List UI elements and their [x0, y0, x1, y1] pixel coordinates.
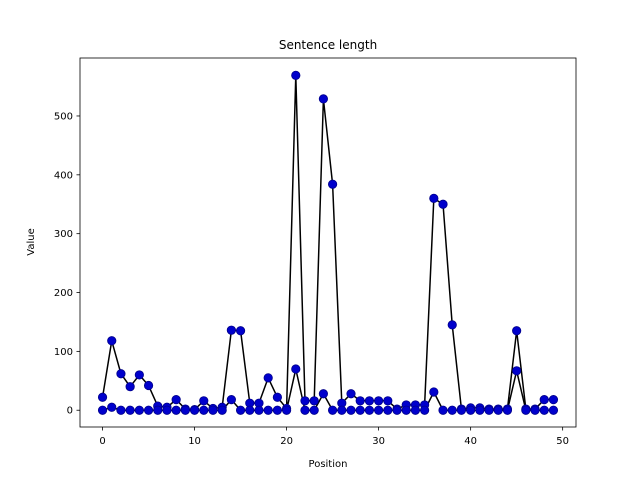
series-1-point: [484, 405, 494, 415]
series-1-point: [355, 405, 365, 415]
series-1-point: [235, 405, 246, 415]
series-0-point: [300, 396, 310, 406]
series-0-point: [97, 392, 108, 402]
series-1-point: [281, 405, 292, 415]
series-1-point: [162, 405, 172, 415]
series-0-point: [346, 389, 356, 399]
series-1-point: [502, 405, 513, 415]
series-0-point: [171, 395, 181, 405]
series-1-point: [245, 405, 255, 415]
series-1-point: [153, 405, 163, 415]
series-0-point: [364, 396, 375, 406]
series-1-point: [346, 405, 356, 415]
series-1-point: [447, 405, 457, 415]
y-tick-label: 200: [54, 288, 73, 299]
series-0-point: [235, 326, 246, 336]
series-0-point: [226, 325, 236, 335]
series-1-point: [208, 405, 218, 415]
series-1-point: [291, 364, 301, 374]
series-1-point: [475, 405, 485, 415]
plot-layer: [97, 70, 559, 415]
series-0-point: [548, 395, 559, 405]
series-1-point: [180, 405, 190, 415]
series-1-point: [97, 405, 108, 415]
series-1-point: [364, 405, 375, 415]
series-0-point: [125, 382, 135, 392]
series-1-point: [548, 405, 559, 415]
plot-frame: [79, 57, 577, 428]
series-1-point: [107, 402, 117, 412]
series-0-point: [107, 336, 117, 346]
y-tick-label: 0: [67, 406, 73, 417]
series-1-point: [300, 405, 310, 415]
y-tick-label: 100: [54, 347, 73, 358]
y-axis: 0 100 200 300 400 500: [54, 111, 80, 417]
series-0-point: [539, 395, 549, 405]
series-0-point: [263, 373, 273, 383]
series-1-point: [410, 405, 421, 415]
x-axis: 0 10 20 30 40 50: [99, 427, 569, 447]
y-tick-label: 400: [54, 170, 73, 181]
series-1-point: [217, 405, 227, 415]
y-tick-label: 500: [54, 111, 73, 122]
series-0-point: [429, 193, 439, 203]
series-0-point: [318, 94, 328, 104]
series-0-point: [291, 70, 301, 80]
series-1-point: [171, 405, 181, 415]
series-0-point: [116, 369, 126, 379]
series-1-point: [429, 387, 439, 397]
series-0-point: [327, 179, 338, 189]
series-1-point: [539, 405, 549, 415]
series-1-point: [401, 405, 411, 415]
series-1-point: [512, 366, 522, 376]
series-0-point: [143, 380, 154, 391]
x-tick-label: 10: [188, 436, 201, 447]
series-0-point: [355, 396, 365, 406]
series-0-point: [309, 396, 319, 406]
series-1-point: [189, 405, 200, 415]
series-1-point: [254, 405, 264, 415]
series-1-point: [143, 405, 154, 415]
series-1-point: [530, 405, 540, 415]
y-axis-label: Value: [26, 228, 37, 255]
series-1-point: [392, 405, 402, 415]
y-tick-label: 300: [54, 229, 73, 240]
x-tick-label: 20: [280, 436, 293, 447]
series-1-point: [521, 405, 531, 415]
series-0-point: [383, 396, 393, 406]
series-0-point: [447, 320, 457, 330]
series-0-point: [374, 396, 384, 406]
series-1-point: [493, 405, 503, 415]
x-tick-label: 50: [556, 436, 569, 447]
series-1-point: [263, 405, 273, 415]
series-0-point: [134, 370, 144, 380]
series-1-point: [456, 405, 467, 415]
x-tick-label: 30: [372, 436, 385, 447]
x-axis-label: Position: [309, 459, 348, 470]
series-1-point: [318, 389, 328, 399]
series-1-point: [199, 405, 209, 415]
series-1-point: [438, 405, 448, 415]
series-1-point: [125, 405, 135, 415]
x-tick-label: 40: [464, 436, 477, 447]
series-1-point: [134, 405, 144, 415]
chart-title: Sentence length: [279, 38, 377, 52]
series-0-point: [438, 199, 448, 209]
series-1-point: [383, 405, 393, 415]
series-1-point: [327, 405, 338, 415]
series-1-point: [116, 405, 126, 415]
series-1-point: [309, 405, 319, 415]
series-1-point: [466, 405, 476, 415]
series-1-point: [272, 405, 282, 415]
series-1-point: [374, 405, 384, 415]
series-0-point: [199, 396, 209, 406]
series-1-point: [420, 405, 430, 415]
series-0-point: [272, 392, 282, 402]
x-tick-label: 0: [99, 436, 105, 447]
series-0-point: [512, 326, 522, 336]
series-1-point: [226, 395, 236, 405]
series-1-point: [337, 405, 347, 415]
